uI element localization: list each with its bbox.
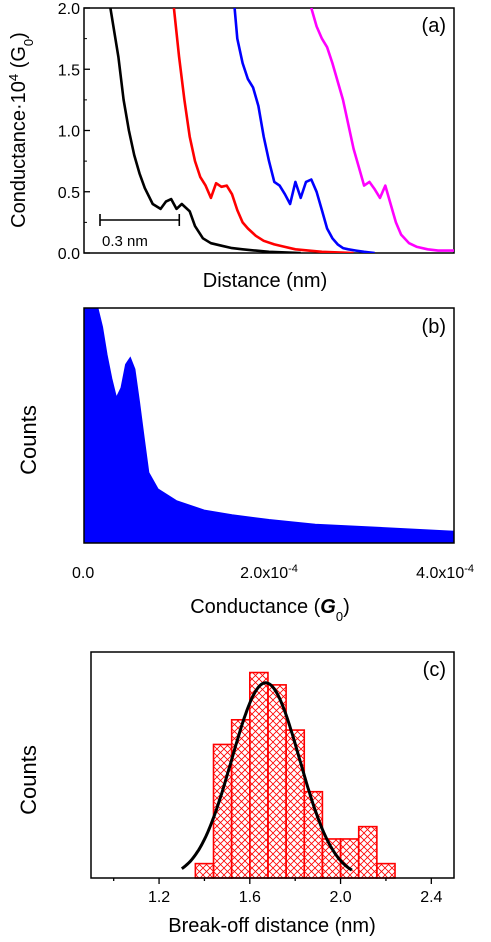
histogram-bar [230,718,251,879]
panel-b-x-label-main: Conductance ( [190,596,320,618]
panel-c-label: (c) [423,659,446,681]
panel-a-distance-traces: 0.0 0.5 1.0 1.5 2.0 (a) Distance (nm) Conduc… [6,1,455,292]
histogram-bar [285,729,306,879]
panel-c-y-axis-label: Counts [16,745,41,815]
panel-c-x-tick-label: 2.4 [420,889,442,906]
gaussian-fit-curve [180,681,353,872]
panel-a-y-tick-label: 0.0 [58,246,80,263]
histogram-bar [194,862,215,879]
histogram-bar [339,838,360,879]
panel-b-conductance-histogram: (b) 0.0 2.0x10-4 4.0x10-4 Conductance (G0)… [16,307,474,624]
panel-b-x-label-close: ) [343,596,350,618]
panel-b-x-axis-label: Conductance (G0) [190,596,350,624]
panel-a-y-label-open: (G [8,46,30,74]
panel-c-x-axis-label: Break-off distance (nm) [168,915,376,937]
panel-a-y-axis-label: Conductance·104 (G0) [6,32,36,228]
histogram-bar [249,671,269,879]
panel-b-y-axis-label: Counts [16,405,41,475]
trace-1 [109,8,301,253]
histogram-bar [357,825,378,879]
panel-b-x-label-italic: G [320,596,336,618]
conductance-histogram-area [84,308,454,543]
trace-4 [310,8,454,252]
histogram-bar [376,862,396,879]
panel-b-label: (b) [422,316,446,338]
panel-a-y-tick-label: 1.5 [58,62,80,79]
panel-c-frame [90,651,455,879]
trace-3 [233,8,375,253]
panel-a-y-tick-label: 2.0 [58,1,80,18]
panel-a-y-label-sup: 4 [6,74,21,81]
panel-a-y-tick-label: 0.5 [58,185,80,202]
panel-b-frame [83,307,455,544]
panel-a-label: (a) [422,15,446,37]
panel-a-frame [83,7,455,254]
panel-b-x-label-sub: 0 [336,609,343,624]
panel-a-x-axis-label: Distance (nm) [203,270,327,292]
trace-2 [172,8,354,253]
panel-c-break-off-histogram: 1.2 1.6 2.0 2.4 (c) Break-off distance (nm)… [16,651,455,937]
panel-c-x-tick-label: 1.2 [148,889,170,906]
panel-a-y-label-close: ) [8,32,30,39]
panel-b-x-tick-label: 4.0x10-4 [416,563,474,582]
panel-b-x-tick-label: 0.0 [72,565,94,582]
panel-a-y-label-sub: 0 [21,39,36,46]
panel-b-x-tick-label: 2.0x10-4 [240,563,298,582]
panel-a-y-tick-label: 1.0 [58,124,80,141]
scale-bar-label: 0.3 nm [102,233,148,250]
panel-c-x-tick-label: 2.0 [329,889,351,906]
panel-a-y-label-main: Conductance·10 [8,81,30,228]
scale-bar: 0.3 nm [99,214,181,250]
histogram-bar [267,684,287,879]
panel-c-x-tick-label: 1.6 [239,889,261,906]
